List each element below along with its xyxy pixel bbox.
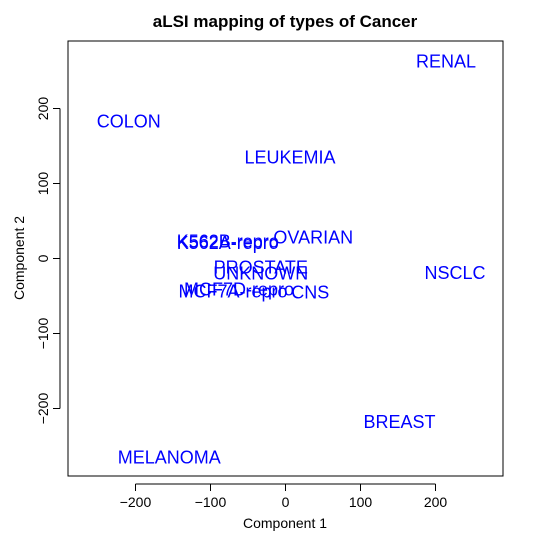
y-axis: −200 −100 0 100 200 [35, 97, 61, 425]
y-tick-label: 0 [35, 254, 51, 262]
x-axis-label: Component 1 [243, 515, 327, 531]
point-label: RENAL [416, 51, 476, 71]
y-tick-label: −200 [35, 393, 51, 425]
y-tick-label: 100 [35, 172, 51, 196]
y-tick-label: −100 [35, 318, 51, 350]
x-tick-label: −100 [195, 494, 227, 510]
point-label: PROSTATE [214, 258, 308, 278]
y-axis-label: Component 2 [11, 216, 27, 300]
x-tick-label: 100 [349, 494, 373, 510]
point-label: K562A-repro [177, 233, 279, 253]
x-tick-label: −200 [120, 494, 152, 510]
point-labels: RENAL COLON LEUKEMIA OVARIANK562B-reproK562… [97, 51, 486, 467]
y-tick-label: 200 [35, 97, 51, 121]
point-label: UNKNOWN [213, 264, 308, 284]
point-label: BREAST [363, 412, 435, 432]
point-label: LEUKEMIA [244, 147, 335, 167]
x-tick-label: 0 [282, 494, 290, 510]
point-label: COLON [97, 111, 161, 131]
x-axis: −200 −100 0 100 200 [120, 483, 448, 510]
point-label: NSCLC [424, 263, 485, 283]
point-label: MCF7A-repro [178, 282, 287, 302]
point-label: MELANOMA [118, 447, 221, 467]
point-label: CNS [291, 282, 329, 302]
point-label: MCF7D-repro [184, 279, 294, 299]
plot-frame [67, 40, 504, 477]
point-label: OVARIAN [273, 228, 353, 248]
chart-title: aLSI mapping of types of Cancer [153, 12, 418, 31]
x-tick-label: 200 [424, 494, 448, 510]
point-label: K562B-repro [177, 231, 279, 251]
